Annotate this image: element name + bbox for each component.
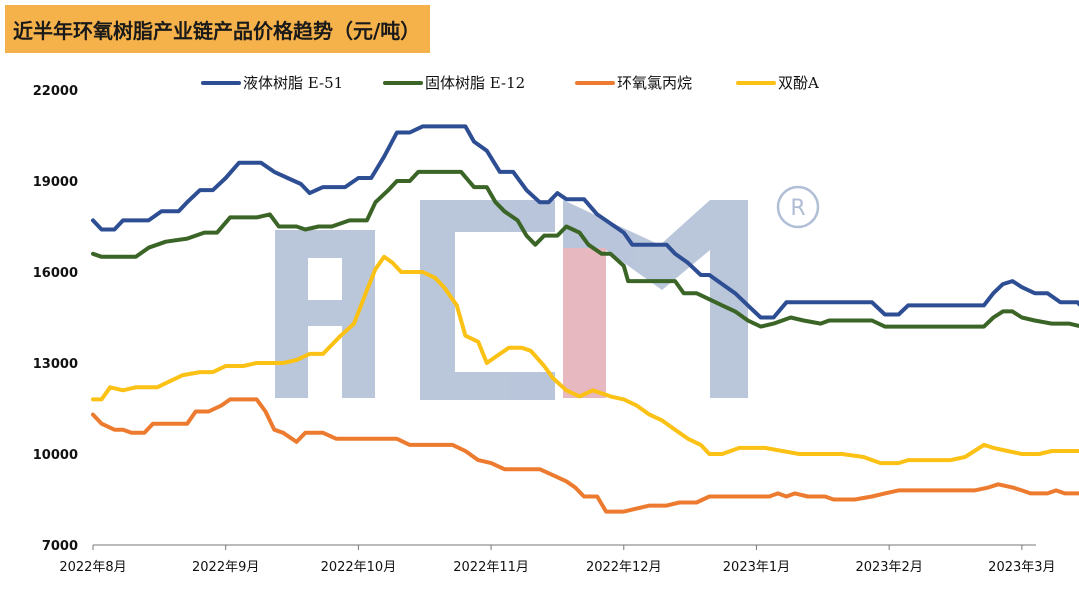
chart-title: 近半年环氧树脂产业链产品价格趋势（元/吨）: [13, 18, 421, 43]
series-line-bpa: [91, 254, 1079, 466]
chart-legend: 液体树脂 E-51 固体树脂 E-12 环氧氯丙烷 双酚A: [201, 74, 819, 92]
legend-item: 液体树脂 E-51: [201, 74, 343, 92]
x-tick-label: 2023年1月: [723, 560, 790, 575]
y-tick-label: 16000: [33, 266, 78, 281]
registered-mark-icon: R: [776, 185, 820, 229]
y-tick-label: 19000: [33, 175, 78, 190]
legend-item: 固体树脂 E-12: [383, 74, 525, 92]
x-tick-label: 2023年2月: [855, 560, 922, 575]
legend-label: 双酚A: [778, 74, 819, 92]
legend-item: 环氧氯丙烷: [575, 74, 692, 92]
chart-axes: 7000 10000 13000 16000 19000 22000 2022年8月 2022…: [33, 84, 1056, 575]
series-line-e51: [91, 124, 1079, 320]
y-tick-label: 22000: [33, 84, 78, 99]
y-tick-label: 13000: [33, 357, 78, 372]
series-line-e12: [91, 169, 1079, 329]
x-tick-label: 2023年3月: [988, 560, 1055, 575]
legend-label: 环氧氯丙烷: [617, 74, 692, 92]
x-tick-label: 2022年12月: [586, 560, 662, 575]
x-tick-label: 2022年10月: [321, 560, 397, 575]
x-tick-label: 2022年8月: [59, 560, 126, 575]
series-line-ech: [91, 397, 1079, 514]
x-tick-label: 2022年11月: [453, 560, 529, 575]
legend-label: 固体树脂 E-12: [425, 74, 525, 92]
x-tick-label: 2022年9月: [192, 560, 259, 575]
legend-item: 双酚A: [736, 74, 819, 92]
acmi-watermark: R: [275, 185, 820, 400]
chart-series: [91, 124, 1079, 514]
y-tick-label: 7000: [42, 539, 78, 554]
acmi-logo-mark: [275, 200, 748, 400]
chart-title-banner: 近半年环氧树脂产业链产品价格趋势（元/吨）: [5, 5, 430, 53]
y-tick-label: 10000: [33, 448, 78, 463]
legend-label: 液体树脂 E-51: [243, 74, 343, 92]
svg-text:R: R: [790, 196, 805, 221]
